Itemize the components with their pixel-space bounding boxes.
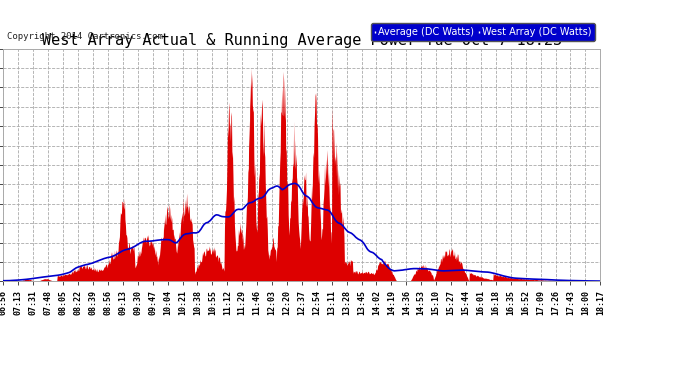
- Legend: Average (DC Watts), West Array (DC Watts): Average (DC Watts), West Array (DC Watts…: [371, 23, 595, 41]
- Text: Copyright 2014 Cartronics.com: Copyright 2014 Cartronics.com: [7, 32, 163, 41]
- Title: West Array Actual & Running Average Power Tue Oct 7 18:23: West Array Actual & Running Average Powe…: [42, 33, 562, 48]
